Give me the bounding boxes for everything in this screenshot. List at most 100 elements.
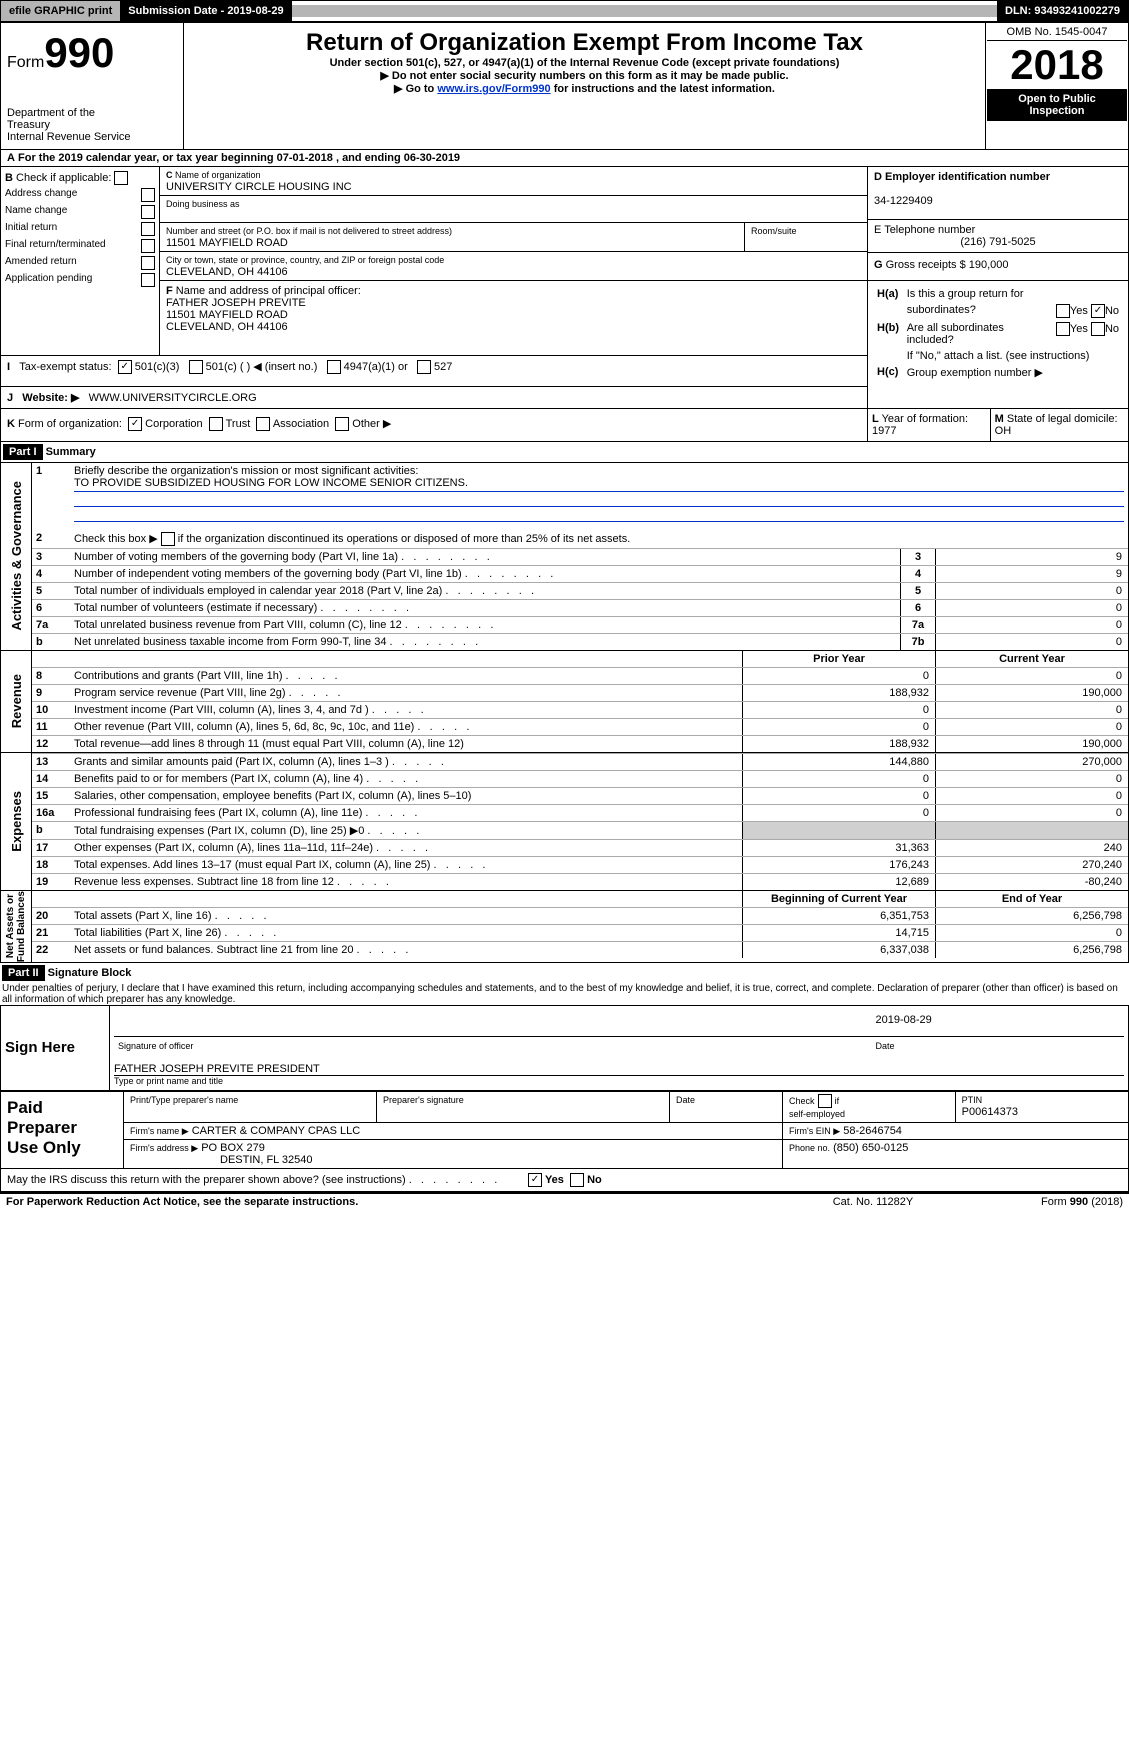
checkbox-icon[interactable] bbox=[141, 188, 155, 202]
open-to-public: Open to Public Inspection bbox=[987, 89, 1127, 121]
checkbox-icon[interactable] bbox=[141, 256, 155, 270]
form990-link[interactable]: www.irs.gov/Form990 bbox=[437, 83, 550, 95]
year-formation: Year of formation: 1977 bbox=[872, 413, 968, 437]
checkbox-item: Final return/terminated bbox=[5, 236, 155, 253]
part1-bar: Part I bbox=[3, 444, 43, 460]
dept1: Department of the bbox=[7, 107, 177, 119]
summary-row: 4Number of independent voting members of… bbox=[32, 565, 1128, 582]
checkbox-icon[interactable]: ✓ bbox=[128, 417, 142, 431]
firm-addr1: PO BOX 279 bbox=[201, 1142, 265, 1154]
form-number: 990 bbox=[44, 29, 114, 76]
ein-label: D Employer identification number bbox=[874, 171, 1050, 183]
summary-row: 22Net assets or fund balances. Subtract … bbox=[32, 941, 1128, 958]
checkbox-icon[interactable] bbox=[1056, 322, 1070, 336]
discuss-question: May the IRS discuss this return with the… bbox=[7, 1174, 497, 1186]
org-address: 11501 MAYFIELD ROAD bbox=[166, 237, 288, 249]
part2-bar: Part II bbox=[2, 965, 45, 981]
checkbox-icon[interactable] bbox=[141, 205, 155, 219]
efile-label: efile GRAPHIC print bbox=[1, 1, 120, 21]
checkbox-icon[interactable] bbox=[818, 1094, 832, 1108]
firm-ein: 58-2646754 bbox=[843, 1125, 902, 1137]
website: WWW.UNIVERSITYCIRCLE.ORG bbox=[89, 392, 257, 404]
checkbox-icon[interactable]: ✓ bbox=[528, 1173, 542, 1187]
section-expenses: Expenses bbox=[9, 791, 24, 852]
dln: DLN: 93493241002279 bbox=[997, 1, 1128, 21]
summary-row: 21Total liabilities (Part X, line 26)14,… bbox=[32, 924, 1128, 941]
part2-title: Signature Block bbox=[48, 967, 132, 979]
dept3: Internal Revenue Service bbox=[7, 131, 177, 143]
form-sub3: ▶ Go to www.irs.gov/Form990 for instruct… bbox=[190, 82, 979, 95]
ptin: P00614373 bbox=[962, 1106, 1018, 1118]
summary-row: 16aProfessional fundraising fees (Part I… bbox=[32, 804, 1128, 821]
officer-city: CLEVELAND, OH 44106 bbox=[166, 321, 288, 333]
topbar: efile GRAPHIC print Submission Date - 20… bbox=[0, 0, 1129, 22]
summary-row: 5Total number of individuals employed in… bbox=[32, 582, 1128, 599]
summary-row: 6Total number of volunteers (estimate if… bbox=[32, 599, 1128, 616]
summary-row: 13Grants and similar amounts paid (Part … bbox=[32, 753, 1128, 770]
penalty-statement: Under penalties of perjury, I declare th… bbox=[0, 983, 1129, 1005]
phone-label: E Telephone number bbox=[874, 224, 975, 236]
firm-phone: (850) 650-0125 bbox=[833, 1142, 908, 1154]
checkbox-item: Address change bbox=[5, 185, 155, 202]
dept2: Treasury bbox=[7, 119, 177, 131]
firm-name: CARTER & COMPANY CPAS LLC bbox=[192, 1125, 361, 1137]
checkbox-icon[interactable]: ✓ bbox=[1091, 304, 1105, 318]
summary-row: 8Contributions and grants (Part VIII, li… bbox=[32, 667, 1128, 684]
checkbox-icon[interactable] bbox=[161, 532, 175, 546]
mission-text: TO PROVIDE SUBSIDIZED HOUSING FOR LOW IN… bbox=[74, 477, 468, 489]
state-domicile: State of legal domicile: OH bbox=[995, 413, 1118, 437]
form-sub2: ▶ Do not enter social security numbers o… bbox=[190, 69, 979, 82]
sign-here-label: Sign Here bbox=[1, 1005, 110, 1090]
checkbox-icon[interactable] bbox=[189, 360, 203, 374]
section-net-assets: Net Assets or Fund Balances bbox=[5, 891, 27, 962]
submission-date: Submission Date - 2019-08-29 bbox=[120, 1, 291, 21]
summary-row: 17Other expenses (Part IX, column (A), l… bbox=[32, 839, 1128, 856]
checkbox-icon[interactable] bbox=[327, 360, 341, 374]
summary-row: 7aTotal unrelated business revenue from … bbox=[32, 616, 1128, 633]
section-activities-governance: Activities & Governance bbox=[9, 481, 24, 631]
checkbox-icon[interactable] bbox=[570, 1173, 584, 1187]
checkbox-item: Application pending bbox=[5, 270, 155, 287]
checkbox-icon[interactable] bbox=[141, 273, 155, 287]
section-revenue: Revenue bbox=[9, 674, 24, 728]
topbar-fill bbox=[292, 5, 997, 17]
phone: (216) 791-5025 bbox=[960, 236, 1035, 248]
checkbox-icon[interactable] bbox=[1091, 322, 1105, 336]
checkbox-icon[interactable] bbox=[114, 171, 128, 185]
sign-date: 2019-08-29 bbox=[872, 1010, 1125, 1037]
checkbox-icon[interactable] bbox=[335, 417, 349, 431]
omb-number: OMB No. 1545-0047 bbox=[987, 24, 1127, 41]
checkbox-icon[interactable] bbox=[141, 222, 155, 236]
part1-title: Summary bbox=[46, 446, 96, 458]
officer-sign-name: FATHER JOSEPH PREVITE PRESIDENT bbox=[114, 1063, 1124, 1076]
checkbox-icon[interactable] bbox=[141, 239, 155, 253]
checkbox-icon[interactable] bbox=[256, 417, 270, 431]
summary-row: 9Program service revenue (Part VIII, lin… bbox=[32, 684, 1128, 701]
form-title: Return of Organization Exempt From Incom… bbox=[190, 29, 979, 57]
checkbox-icon[interactable] bbox=[1056, 304, 1070, 318]
section-b: B Check if applicable: bbox=[5, 171, 155, 185]
firm-addr2: DESTIN, FL 32540 bbox=[220, 1154, 313, 1166]
summary-row: bNet unrelated business taxable income f… bbox=[32, 633, 1128, 650]
form-footer: Form 990 (2018) bbox=[973, 1196, 1123, 1208]
summary-row: 12Total revenue—add lines 8 through 11 (… bbox=[32, 735, 1128, 752]
pra-notice: For Paperwork Reduction Act Notice, see … bbox=[6, 1196, 358, 1208]
checkbox-item: Initial return bbox=[5, 219, 155, 236]
checkbox-icon[interactable]: ✓ bbox=[118, 360, 132, 374]
checkbox-icon[interactable] bbox=[209, 417, 223, 431]
summary-row: 14Benefits paid to or for members (Part … bbox=[32, 770, 1128, 787]
summary-row: 20Total assets (Part X, line 16)6,351,75… bbox=[32, 907, 1128, 924]
summary-row: 11Other revenue (Part VIII, column (A), … bbox=[32, 718, 1128, 735]
form-label: Form990 bbox=[7, 29, 177, 77]
officer-addr: 11501 MAYFIELD ROAD bbox=[166, 309, 288, 321]
org-name: UNIVERSITY CIRCLE HOUSING INC bbox=[166, 181, 352, 193]
line-a: A For the 2019 calendar year, or tax yea… bbox=[0, 150, 1129, 166]
checkbox-icon[interactable] bbox=[417, 360, 431, 374]
summary-row: 18Total expenses. Add lines 13–17 (must … bbox=[32, 856, 1128, 873]
summary-row: bTotal fundraising expenses (Part IX, co… bbox=[32, 821, 1128, 839]
form-prefix: Form bbox=[7, 54, 44, 71]
cat-no: Cat. No. 11282Y bbox=[773, 1196, 973, 1208]
summary-row: 3Number of voting members of the governi… bbox=[32, 548, 1128, 565]
gross-receipts: Gross receipts $ 190,000 bbox=[886, 259, 1009, 271]
tax-year: 2018 bbox=[987, 41, 1127, 89]
